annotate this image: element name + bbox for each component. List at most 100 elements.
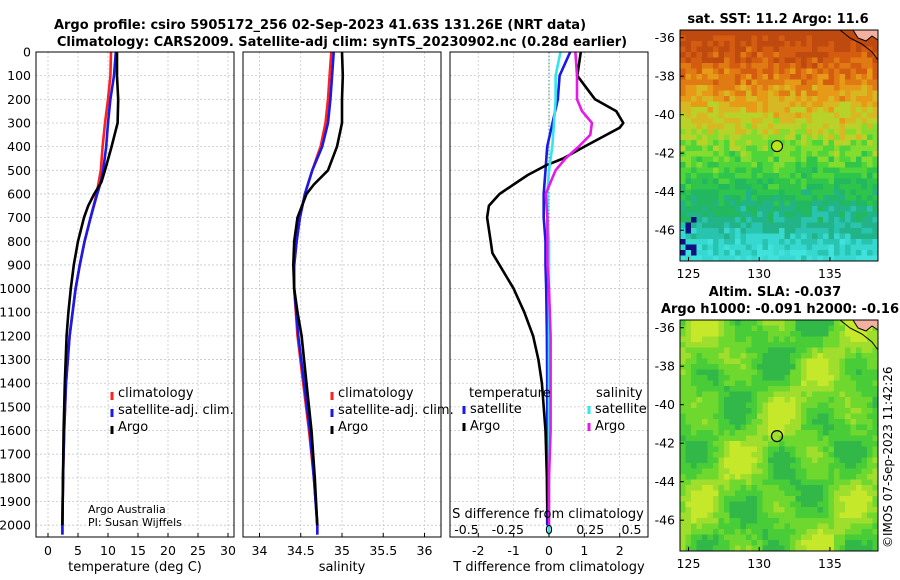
map-cell <box>707 52 714 58</box>
map-cell <box>691 485 697 491</box>
map-cell <box>856 145 862 152</box>
map-cell <box>773 529 780 535</box>
map-cell <box>867 52 873 58</box>
map-cell <box>718 173 725 179</box>
map-cell <box>801 457 807 464</box>
map-cell <box>828 512 835 519</box>
map-cell <box>680 358 686 365</box>
map-cell <box>762 211 769 218</box>
map-cell <box>735 457 741 464</box>
map-cell <box>762 545 769 552</box>
map-cell <box>839 228 846 234</box>
map-cell <box>790 463 796 469</box>
map-cell <box>856 96 862 102</box>
map-cell <box>702 342 708 348</box>
map-cell <box>696 369 703 376</box>
map-cell <box>861 239 868 245</box>
map-cell <box>735 123 741 130</box>
map-cell <box>729 534 736 541</box>
map-cell <box>729 228 736 234</box>
map-cell <box>812 496 818 502</box>
map-cell <box>702 479 708 486</box>
map-cell <box>746 529 752 535</box>
map-cell <box>757 96 763 102</box>
map-cell <box>856 46 862 53</box>
map-cell <box>817 195 824 201</box>
map-cell <box>724 129 730 135</box>
map-cell <box>817 347 824 354</box>
map-cell <box>867 140 873 146</box>
map-cell <box>724 446 730 453</box>
map-cell <box>806 30 813 36</box>
map-cell <box>795 134 802 141</box>
map-cell <box>746 118 752 124</box>
map-cell <box>740 424 747 431</box>
map-cell <box>850 217 857 223</box>
map-cell <box>872 184 879 190</box>
map-cell <box>718 485 725 491</box>
map-cell <box>735 490 741 497</box>
map-cell <box>713 228 719 234</box>
map-cell <box>801 57 807 64</box>
map-cell <box>696 435 703 442</box>
map-cell <box>751 189 758 196</box>
map-cell <box>790 145 796 152</box>
map-cell <box>691 118 697 124</box>
map-cell <box>680 63 686 69</box>
map-cell <box>773 413 780 420</box>
map-cell <box>823 217 829 223</box>
map-cell <box>795 217 802 223</box>
map-cell <box>757 518 763 524</box>
map-cell <box>768 529 774 535</box>
map-cell <box>757 118 763 124</box>
map-cell <box>812 118 818 124</box>
map-cell <box>806 200 813 207</box>
map-cell <box>867 206 873 212</box>
map-cell <box>779 151 785 157</box>
map-cell <box>823 79 829 86</box>
map-cell <box>795 545 802 552</box>
map-cell <box>713 391 719 398</box>
map-cell <box>834 217 840 223</box>
map-cell <box>872 545 879 552</box>
map-cell <box>839 63 846 69</box>
map-cell <box>746 474 752 480</box>
map-cell <box>702 35 708 42</box>
map-cell <box>680 41 686 47</box>
map-cell <box>790 46 796 53</box>
map-cell <box>817 129 824 135</box>
map-cell <box>861 446 868 453</box>
map-cell <box>724 140 730 146</box>
map-cell <box>801 74 807 80</box>
map-cell <box>790 507 796 513</box>
map-cell <box>812 178 818 185</box>
map-cell <box>773 463 780 469</box>
map-cell <box>762 90 769 97</box>
map-cell <box>861 57 868 64</box>
map-cell <box>691 419 697 425</box>
map-cell <box>823 233 829 240</box>
map-cell <box>751 408 758 414</box>
map-cell <box>702 178 708 185</box>
map-cell <box>751 151 758 157</box>
map-cell <box>707 244 714 251</box>
map-cell <box>839 123 846 130</box>
map-cell <box>795 419 802 425</box>
map-cell <box>784 57 791 64</box>
map-cell <box>724 490 730 497</box>
map-cell <box>839 211 846 218</box>
map-cell <box>845 347 851 354</box>
map-cell <box>680 446 686 453</box>
map-cell <box>839 134 846 141</box>
map-cell <box>718 68 725 75</box>
map-cell <box>839 353 846 359</box>
map-cell <box>790 41 796 47</box>
map-cell <box>784 474 791 480</box>
map-cell <box>795 68 802 75</box>
map-cell <box>790 457 796 464</box>
map-cell <box>746 107 752 113</box>
map-cell <box>867 211 873 218</box>
map-cell <box>839 408 846 414</box>
map-cell <box>735 446 741 453</box>
map-cell <box>861 79 868 86</box>
